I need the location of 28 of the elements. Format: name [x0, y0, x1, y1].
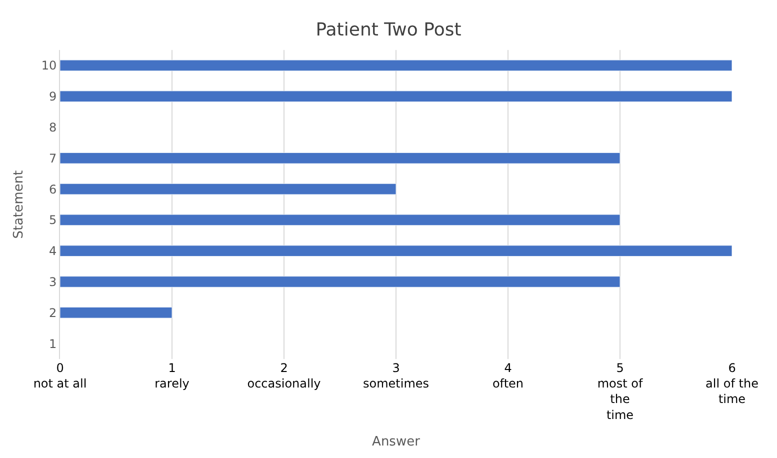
y-tick-label: 7 [48, 151, 57, 166]
x-tick-label: 3 sometimes [362, 361, 430, 391]
y-tick-label: 2 [48, 306, 57, 320]
y-tick-label: 5 [48, 213, 57, 228]
x-axis-title: Answer [372, 434, 421, 450]
bar [60, 152, 620, 164]
y-tick-label: 3 [48, 274, 57, 289]
y-tick-label: 9 [48, 90, 57, 104]
bar [60, 90, 732, 102]
y-tick-label: 1 [48, 336, 57, 351]
bar [60, 183, 396, 195]
bar [60, 60, 732, 72]
y-tick-label: 10 [41, 58, 57, 73]
bar [60, 276, 620, 288]
y-tick-label: 6 [48, 182, 57, 196]
chart-title: Patient Two Post [316, 20, 462, 40]
y-tick-label: 8 [48, 120, 57, 134]
bar [60, 245, 732, 257]
bar [60, 214, 620, 226]
y-axis-title: Statement [11, 170, 26, 239]
x-tick-label: 6 all of the time [706, 361, 758, 406]
x-tick-label: 5 most of the time [597, 361, 644, 422]
x-tick-label: 1 rarely [154, 361, 190, 391]
x-tick-label: 2 occasionally [247, 361, 321, 391]
x-tick-label: 4 often [492, 361, 524, 391]
y-tick-label: 4 [48, 244, 57, 258]
x-tick-label: 0 not at all [33, 361, 87, 391]
bar [60, 306, 172, 318]
